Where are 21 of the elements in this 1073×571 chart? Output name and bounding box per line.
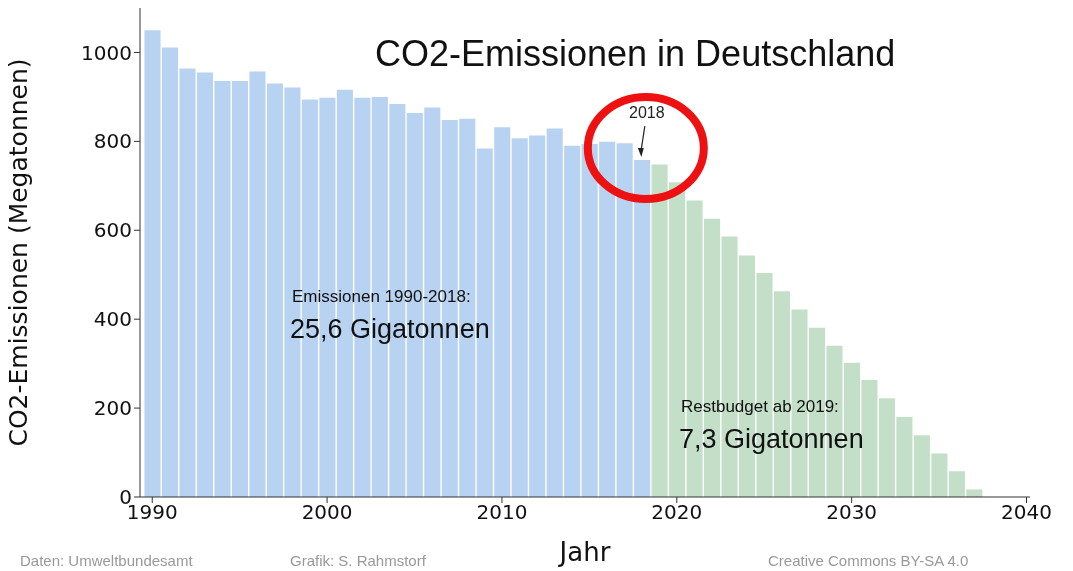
y-axis-title: CO2-Emissionen (Megatonnen) — [3, 58, 33, 447]
y-tick-label: 200 — [93, 396, 132, 421]
y-tick-label: 400 — [93, 307, 132, 332]
annotation: 25,6 Gigatonnen — [290, 314, 490, 344]
y-tick-label: 600 — [93, 218, 132, 243]
x-tick-label: 2030 — [826, 500, 878, 525]
annotation: 2018 — [629, 104, 665, 122]
annotation: 7,3 Gigatonnen — [679, 424, 864, 454]
annotation: Restbudget ab 2019: — [681, 397, 839, 416]
x-tick-label: 2040 — [1001, 500, 1052, 525]
x-tick-label: 2010 — [476, 500, 528, 525]
x-tick-label: 2020 — [651, 500, 703, 525]
text: Daten: Umweltbundesamt — [20, 552, 194, 569]
y-tick-label: 800 — [93, 129, 132, 154]
y-tick-label: 1000 — [81, 40, 132, 65]
text: CO2-Emissionen in Deutschland — [375, 33, 896, 74]
text: Grafik: S. Rahmstorf — [290, 552, 427, 569]
x-tick-label: 2000 — [301, 500, 353, 525]
annotation: Emissionen 1990-2018: — [292, 287, 471, 306]
text: Creative Commons BY-SA 4.0 — [768, 552, 969, 569]
x-axis-title: Jahr — [557, 537, 611, 567]
